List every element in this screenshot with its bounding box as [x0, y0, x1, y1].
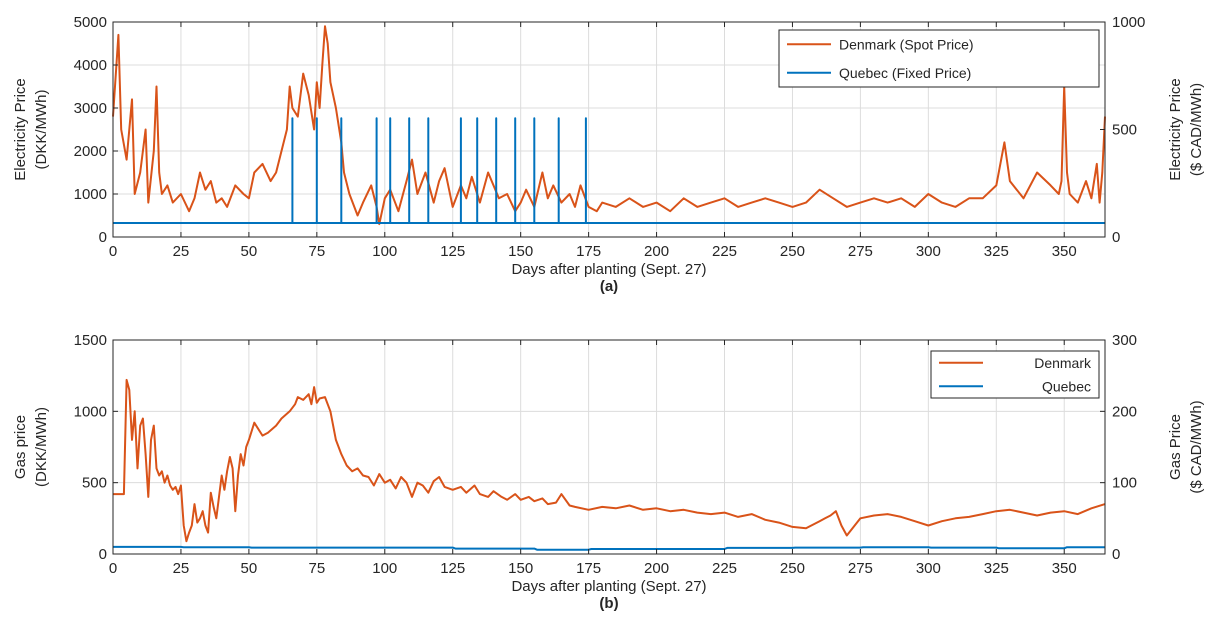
panel-b-ticks: 0 25 50 75 100 125 150 175 200 225 250 275 300 325 350…: [74, 332, 1137, 577]
x-tick-label: 50: [241, 560, 258, 577]
x-tick-label: 275: [848, 243, 873, 260]
panel-b-xlabel: Days after planting (Sept. 27): [511, 578, 706, 595]
panel-a-left-ylabel-line1: Electricity Price: [12, 78, 29, 181]
x-tick-label: 200: [644, 243, 669, 260]
panel-b-legend: Denmark Quebec: [930, 350, 1100, 399]
x-tick-label: 325: [984, 243, 1009, 260]
y-right-tick-label: 0: [1112, 229, 1120, 246]
x-tick-label: 175: [576, 560, 601, 577]
panel-b-left-ylabel-line1: Gas price: [12, 415, 29, 479]
panel-b-gas-price: 0 25 50 75 100 125 150 175 200 225 250 275 300 325 350…: [12, 332, 1205, 612]
panel-a-left-ylabel-line2: (DKK/MWh): [33, 90, 50, 170]
panel-a-label: (a): [600, 278, 618, 295]
x-tick-label: 325: [984, 560, 1009, 577]
x-tick-label: 350: [1052, 560, 1077, 577]
panel-a-legend-quebec: Quebec (Fixed Price): [839, 65, 971, 81]
y-left-tick-label: 1000: [74, 403, 107, 420]
panel-b-right-ylabel-line1: Gas Price: [1167, 414, 1184, 480]
x-tick-label: 300: [916, 560, 941, 577]
panel-a-legend-denmark: Denmark (Spot Price): [839, 36, 974, 52]
y-left-tick-label: 2000: [74, 143, 107, 160]
panel-b-right-ylabel-line2: ($ CAD/MWh): [1188, 400, 1205, 493]
x-tick-label: 150: [508, 560, 533, 577]
panel-a-plot-area: [112, 25, 1106, 226]
panel-a-right-ylabel-line1: Electricity Price: [1167, 78, 1184, 181]
x-tick-label: 250: [780, 243, 805, 260]
y-left-tick-label: 0: [99, 546, 107, 563]
panel-a-electricity-price: 0 25 50 75 100 125 150 175 200 225 250 275 300 325 350…: [12, 14, 1205, 295]
panel-b-label: (b): [599, 595, 618, 612]
y-left-tick-label: 1500: [74, 332, 107, 349]
panel-b-legend-denmark: Denmark: [1034, 355, 1092, 371]
x-tick-label: 100: [372, 243, 397, 260]
y-right-tick-label: 0: [1112, 546, 1120, 563]
y-right-tick-label: 100: [1112, 475, 1137, 492]
x-tick-label: 275: [848, 560, 873, 577]
panel-a-legend: Denmark (Spot Price) Quebec (Fixed Price…: [778, 29, 1100, 88]
y-right-tick-label: 1000: [1112, 14, 1145, 31]
x-tick-label: 250: [780, 560, 805, 577]
y-right-tick-label: 200: [1112, 403, 1137, 420]
x-tick-label: 50: [241, 243, 258, 260]
x-tick-label: 100: [372, 560, 397, 577]
y-right-tick-label: 300: [1112, 332, 1137, 349]
panel-b-legend-box: [930, 350, 1100, 399]
x-tick-label: 225: [712, 243, 737, 260]
panel-a-xlabel: Days after planting (Sept. 27): [511, 261, 706, 278]
x-tick-label: 300: [916, 243, 941, 260]
panel-b-axes-frame: [112, 339, 1106, 555]
y-left-tick-label: 4000: [74, 57, 107, 74]
series-line-quebec: [113, 117, 1105, 224]
x-tick-label: 75: [308, 560, 325, 577]
panel-a-ticks: 0 25 50 75 100 125 150 175 200 225 250 275 300 325 350…: [74, 14, 1146, 260]
x-tick-label: 150: [508, 243, 533, 260]
x-tick-label: 25: [173, 243, 190, 260]
x-tick-label: 0: [109, 243, 117, 260]
x-tick-label: 25: [173, 560, 190, 577]
x-tick-label: 75: [308, 243, 325, 260]
panel-b-left-ylabel-line2: (DKK/MWh): [33, 407, 50, 487]
panel-b-plot-area: [113, 378, 1106, 551]
panel-a-legend-box: [778, 29, 1100, 88]
y-left-tick-label: 5000: [74, 14, 107, 31]
y-left-tick-label: 0: [99, 229, 107, 246]
panel-a-right-ylabel-line2: ($ CAD/MWh): [1188, 83, 1205, 176]
x-tick-label: 0: [109, 560, 117, 577]
y-right-tick-label: 500: [1112, 122, 1137, 139]
y-left-tick-label: 500: [82, 475, 107, 492]
series-line-denmark: [113, 378, 1106, 543]
x-tick-label: 350: [1052, 243, 1077, 260]
y-left-tick-label: 3000: [74, 100, 107, 117]
x-tick-label: 125: [440, 560, 465, 577]
x-tick-label: 125: [440, 243, 465, 260]
x-tick-label: 175: [576, 243, 601, 260]
y-left-tick-label: 1000: [74, 186, 107, 203]
series-line-denmark: [112, 25, 1106, 226]
x-tick-label: 200: [644, 560, 669, 577]
panel-b-legend-quebec: Quebec: [1042, 378, 1091, 394]
series-line-quebec: [113, 545, 1105, 551]
x-tick-label: 225: [712, 560, 737, 577]
